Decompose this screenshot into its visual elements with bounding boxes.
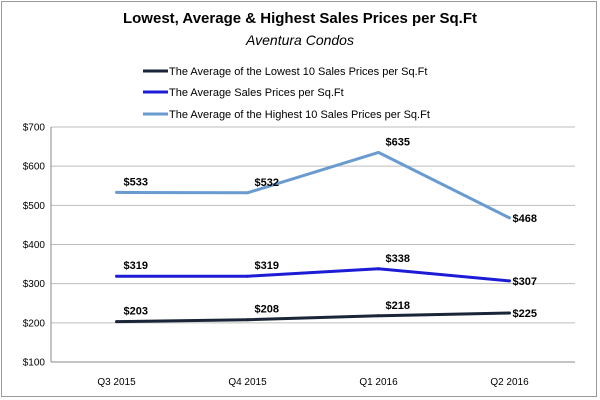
y-tick-label: $700 [23,123,46,134]
data-point [508,216,511,220]
x-tick-label: Q2 2016 [490,377,529,388]
data-label: $338 [386,253,410,265]
data-label: $319 [124,260,148,272]
data-label: $203 [124,306,148,318]
data-label: $225 [513,308,537,320]
y-tick-label: $200 [23,318,46,329]
y-tick-label: $600 [23,162,46,173]
data-label: $307 [513,276,537,288]
data-label: $533 [124,176,148,188]
data-point [508,311,511,315]
data-label: $319 [255,260,279,272]
data-label: $218 [386,300,410,312]
data-label: $468 [513,213,537,225]
legend-entry: The Average Sales Prices per Sq.Ft [169,87,344,99]
x-tick-label: Q1 2016 [359,377,398,388]
y-tick-label: $100 [23,358,46,369]
y-tick-label: $400 [23,240,46,251]
data-point [377,314,380,318]
data-point [377,267,380,271]
series-line [116,267,510,283]
y-tick-label: $300 [23,279,46,290]
data-point [508,279,511,283]
data-point [246,318,249,322]
chart-subtitle: Aventura Condos [246,32,354,48]
x-tick-label: Q4 2015 [228,377,267,388]
series-line [116,150,511,220]
data-label: $532 [255,177,279,189]
y-tick-label: $500 [23,201,46,212]
data-label: $635 [386,136,410,148]
data-point [115,320,118,324]
series-line [116,311,510,324]
data-point [377,150,380,154]
x-tick-label: Q3 2015 [97,377,136,388]
data-point [246,191,249,195]
data-point [115,274,118,278]
legend-entry: The Average of the Highest 10 Sales Pric… [169,109,430,121]
data-point [246,274,249,278]
data-point [115,190,118,194]
data-label: $208 [255,304,279,316]
chart-title: Lowest, Average & Highest Sales Prices p… [122,10,477,27]
legend-entry: The Average of the Lowest 10 Sales Price… [169,66,427,78]
